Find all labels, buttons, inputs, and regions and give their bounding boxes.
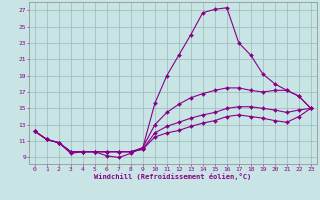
X-axis label: Windchill (Refroidissement éolien,°C): Windchill (Refroidissement éolien,°C)	[94, 173, 252, 180]
